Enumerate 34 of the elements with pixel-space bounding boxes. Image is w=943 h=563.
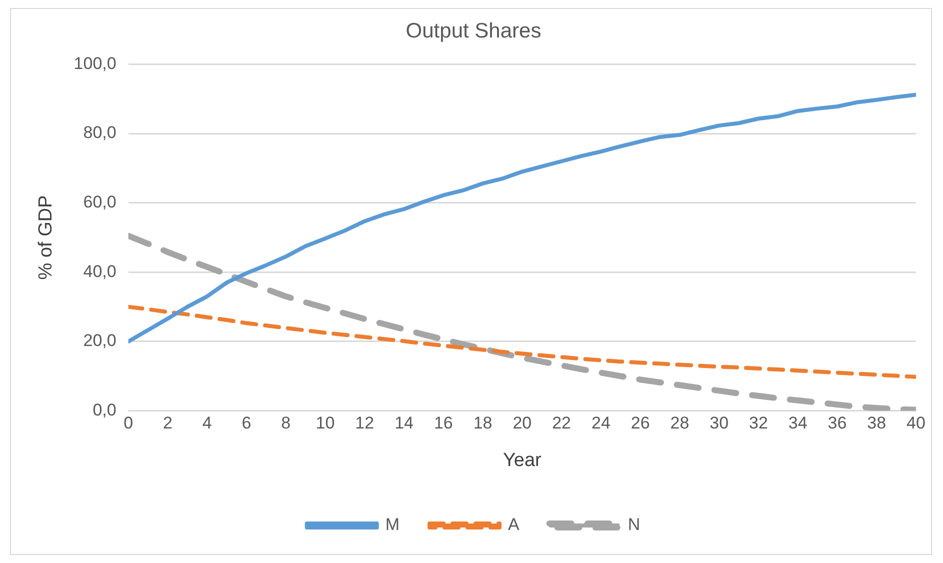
- x-tick-label: 14: [394, 414, 414, 433]
- legend-label: N: [628, 515, 640, 534]
- x-tick-label: 26: [630, 414, 650, 433]
- line-series: [128, 304, 916, 379]
- x-tick-label: 18: [473, 414, 492, 433]
- y-tick-label: 60,0: [83, 192, 116, 212]
- legend-label: A: [508, 515, 520, 534]
- legend-label: M: [385, 515, 400, 534]
- x-tick-label: 4: [202, 414, 212, 433]
- y-tick-label: 40,0: [83, 262, 116, 281]
- x-tick-label: 28: [670, 414, 690, 433]
- x-tick-label: 24: [591, 414, 610, 433]
- x-tick-label: 22: [552, 414, 572, 433]
- x-tick-label: 32: [749, 414, 768, 433]
- x-tick-label: 6: [242, 414, 252, 433]
- x-tick-label: 40: [906, 414, 926, 433]
- x-tick-label: 10: [316, 414, 335, 433]
- chart-title: Output Shares: [406, 19, 542, 42]
- x-tick-label: 0: [124, 414, 134, 433]
- x-tick-label: 16: [434, 414, 453, 433]
- y-tick-label: 0,0: [92, 400, 116, 420]
- y-tick-label: 100,0: [74, 54, 116, 73]
- x-tick-label: 12: [355, 414, 374, 433]
- x-tick-label: 30: [710, 414, 729, 433]
- x-tick-label: 8: [281, 414, 291, 433]
- x-tick-label: 36: [828, 414, 847, 433]
- x-tick-label: 38: [867, 414, 886, 433]
- y-tick-label: 80,0: [83, 123, 116, 142]
- x-tick-label: 2: [162, 414, 172, 433]
- x-tick-label: 20: [512, 414, 532, 433]
- x-axis-title: Year: [502, 450, 542, 471]
- y-axis-title: % of GDP: [36, 195, 57, 280]
- x-tick-label: 34: [788, 414, 808, 433]
- y-tick-label: 20,0: [83, 331, 116, 350]
